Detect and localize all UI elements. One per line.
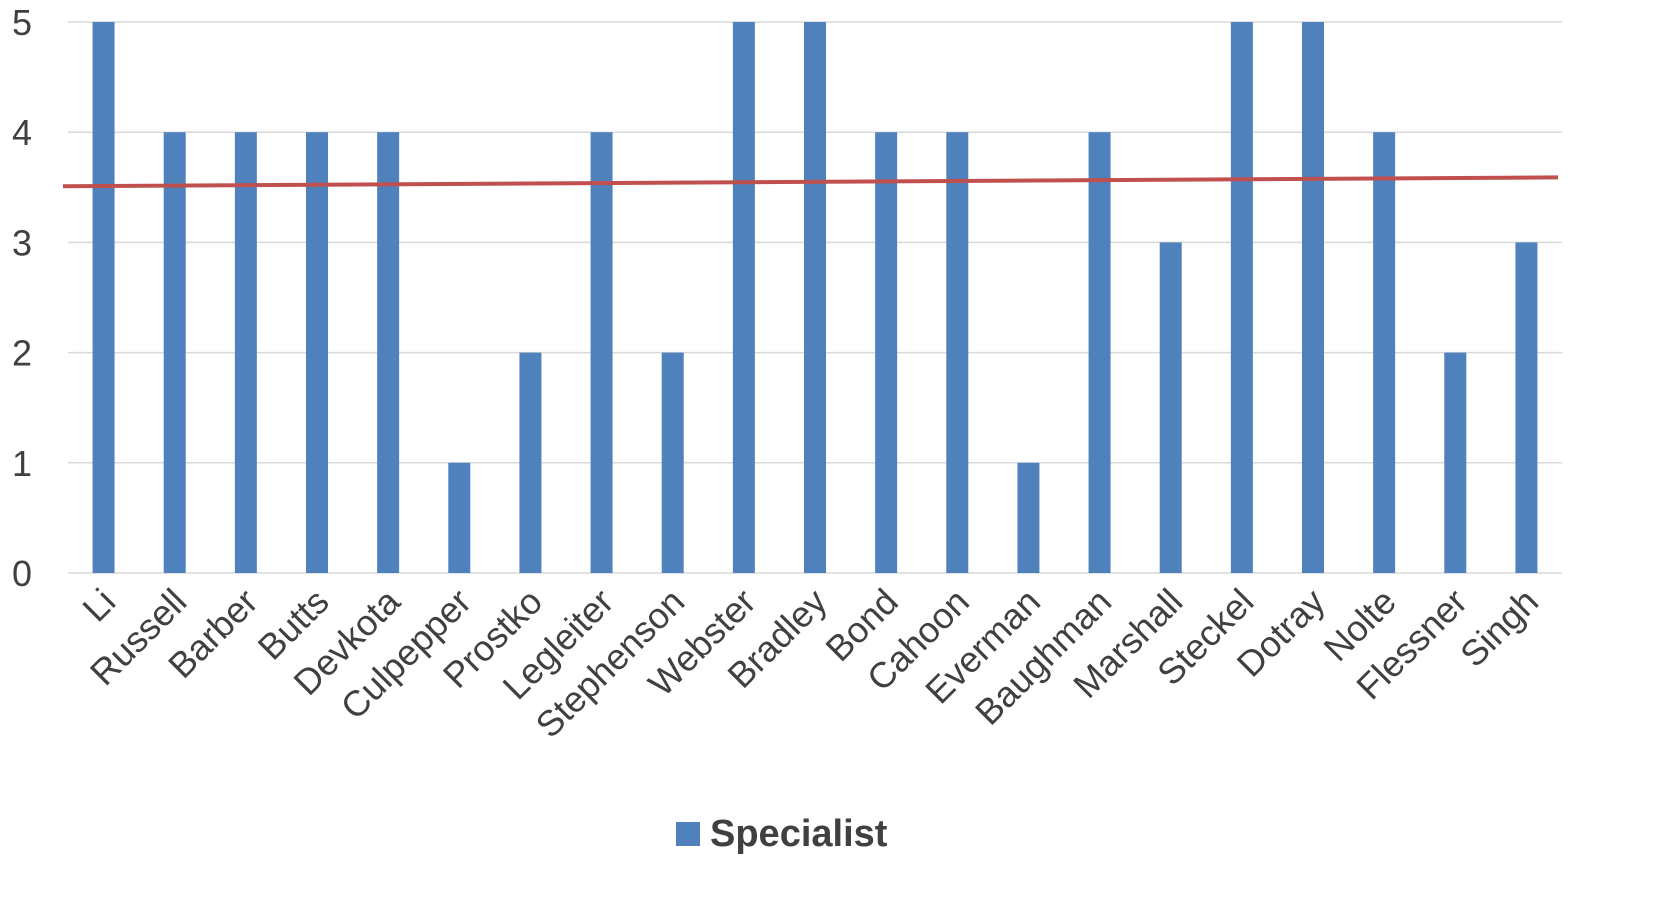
bar-marshall: [1159, 242, 1182, 573]
bar-li: [92, 22, 115, 573]
trendline: [62, 175, 1559, 189]
x-axis: LiRussellBarberButtsDevkotaCulpepperPros…: [74, 580, 1546, 746]
legend-label: Specialist: [710, 813, 888, 855]
bar-legleiter: [590, 132, 613, 573]
bar-nolte: [1373, 132, 1396, 573]
trendline-group: [62, 175, 1559, 189]
bar-steckel: [1230, 22, 1253, 573]
bar-webster: [732, 22, 755, 573]
y-tick-label: 5: [12, 2, 32, 43]
bar-devkota: [377, 132, 400, 573]
bar-flessner: [1444, 352, 1467, 573]
bar-prostko: [519, 352, 542, 573]
bar-everman: [1017, 462, 1040, 573]
bar-cahoon: [946, 132, 969, 573]
bar-russell: [163, 132, 186, 573]
y-tick-label: 4: [12, 112, 32, 153]
y-tick-label: 1: [12, 443, 32, 484]
bar-bond: [875, 132, 898, 573]
bars: [92, 22, 1538, 573]
y-tick-label: 2: [12, 333, 32, 374]
legend: Specialist: [676, 813, 888, 855]
x-tick-label: Singh: [1452, 581, 1546, 675]
bar-barber: [234, 132, 257, 573]
y-tick-label: 0: [12, 553, 32, 594]
y-tick-label: 3: [12, 222, 32, 263]
y-axis: 0 1 2 3 4 5: [12, 2, 32, 594]
x-tick-label: Li: [74, 581, 123, 630]
bar-butts: [306, 132, 328, 573]
bar-singh: [1515, 242, 1538, 573]
bar-culpepper: [448, 462, 471, 573]
bar-dotray: [1302, 22, 1324, 573]
bar-baughman: [1088, 132, 1111, 573]
bar-bradley: [804, 22, 826, 573]
legend-swatch: [676, 822, 700, 846]
bar-stephenson: [661, 352, 684, 573]
